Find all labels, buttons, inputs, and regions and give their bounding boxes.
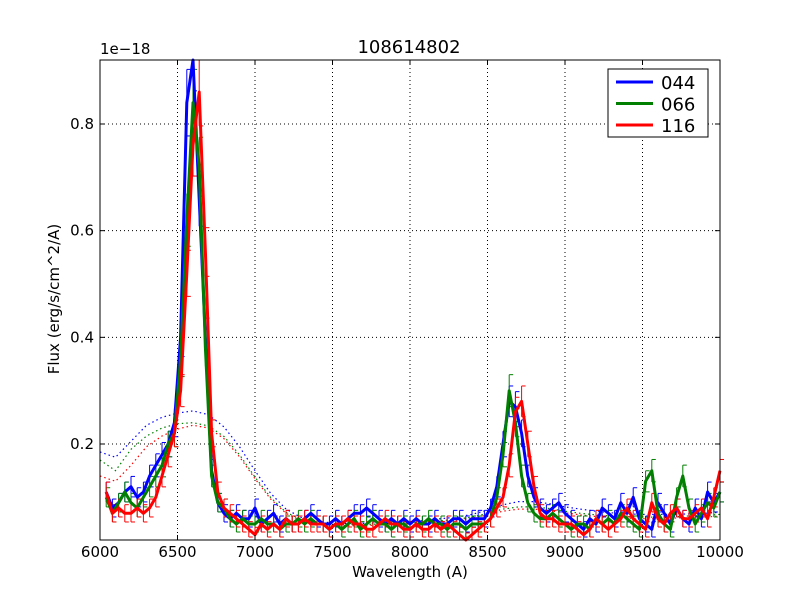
y-tick-label: 0.2 [70, 435, 94, 453]
series-line-116 [104, 90, 722, 542]
legend-label-044: 044 [661, 73, 695, 94]
error-bar-116 [719, 458, 724, 483]
y-axis-label: Flux (erg/s/cm^2/A) [45, 224, 63, 375]
x-tick-label: 7000 [236, 543, 274, 561]
x-tick-label: 9000 [546, 543, 584, 561]
chart-title: 108614802 [357, 37, 460, 58]
series-line-066 [104, 101, 722, 531]
legend-label-066: 066 [661, 95, 695, 116]
x-tick-label: 8000 [391, 543, 429, 561]
y-tick-label: 0.6 [70, 222, 94, 240]
y-tick-label: 0.4 [70, 328, 94, 346]
x-tick-label: 8500 [468, 543, 506, 561]
x-tick-label: 6500 [158, 543, 196, 561]
y-offset-text: 1e−18 [100, 40, 150, 58]
legend-label-116: 116 [661, 116, 695, 137]
x-tick-label: 10000 [696, 543, 744, 561]
x-tick-label: 7500 [313, 543, 351, 561]
y-tick-label: 0.8 [70, 115, 94, 133]
x-axis-label: Wavelength (A) [352, 563, 468, 581]
grid [100, 60, 720, 540]
x-tick-label: 9500 [623, 543, 661, 561]
axis-ticks: 6000 6500 7000 7500 8000 8500 9000 9500 10000 0.2… [70, 60, 744, 561]
error-bar-066 [719, 481, 724, 503]
error-bar-044 [719, 481, 724, 503]
series-lines [104, 58, 722, 542]
x-tick-label: 6000 [81, 543, 119, 561]
